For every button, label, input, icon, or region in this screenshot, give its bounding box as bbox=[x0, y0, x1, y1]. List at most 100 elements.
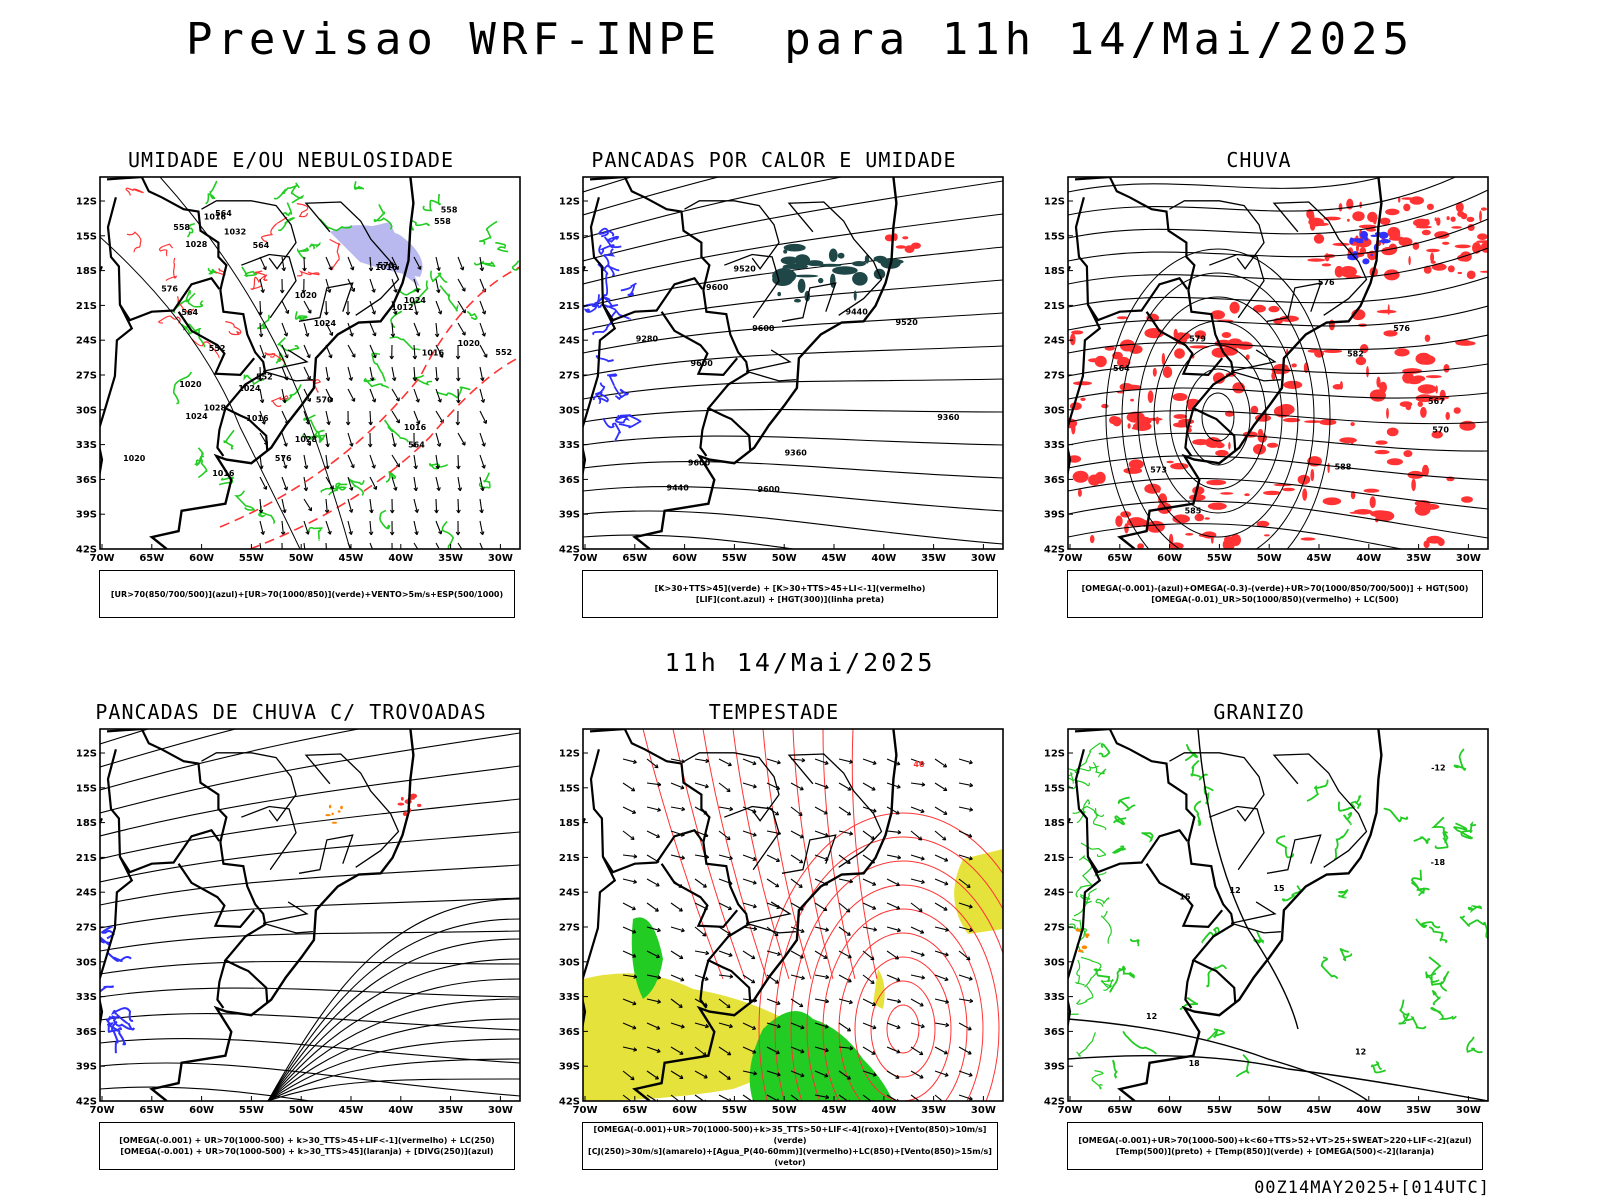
streamline-850 bbox=[790, 860, 1003, 1101]
wind-vector bbox=[633, 974, 638, 979]
temp-850-contour bbox=[1459, 915, 1486, 927]
wind-vector bbox=[790, 806, 803, 816]
thickness-contour bbox=[296, 270, 320, 277]
wind-vector bbox=[631, 906, 636, 911]
streamline bbox=[267, 938, 520, 1101]
lat-tick-label: 15S bbox=[76, 231, 97, 242]
wind-vector bbox=[646, 1046, 661, 1053]
wind-vector bbox=[862, 830, 875, 840]
wind-vector bbox=[825, 1094, 830, 1100]
wind-vector bbox=[753, 1071, 758, 1076]
wind-vector bbox=[259, 278, 264, 293]
lon-tick-label: 45W bbox=[1307, 1105, 1332, 1116]
wind-vector bbox=[848, 999, 853, 1005]
lon-tick-label: 40W bbox=[871, 553, 896, 564]
wind-vector bbox=[369, 509, 374, 514]
wind-vector bbox=[307, 441, 312, 446]
convection-area bbox=[864, 255, 870, 264]
lat-tick-label: 36S bbox=[76, 475, 97, 486]
rain-area bbox=[1230, 534, 1241, 546]
lon-tick-label: 50W bbox=[1257, 1105, 1282, 1116]
country-border bbox=[106, 729, 269, 1003]
country-border bbox=[177, 863, 256, 929]
wind-vector bbox=[718, 1022, 733, 1028]
wind-vector bbox=[910, 878, 925, 884]
wind-vector bbox=[456, 377, 461, 382]
wind-vector bbox=[814, 782, 829, 789]
country-border bbox=[660, 311, 739, 377]
wind-vector bbox=[958, 782, 973, 787]
wind-vector bbox=[886, 974, 901, 982]
wind-vector bbox=[657, 975, 662, 980]
streamline bbox=[100, 1086, 314, 1101]
wind-vector bbox=[814, 1046, 829, 1052]
wind-vector bbox=[921, 879, 925, 885]
wind-vector bbox=[801, 975, 805, 981]
wind-vector bbox=[646, 830, 660, 838]
streamline bbox=[1068, 523, 1404, 549]
wind-vector bbox=[825, 998, 830, 1004]
rain-area bbox=[1426, 203, 1434, 210]
state-border bbox=[724, 253, 780, 319]
lon-tick-label: 65W bbox=[139, 553, 164, 564]
wind-vector bbox=[413, 520, 418, 535]
streamline bbox=[100, 1037, 520, 1064]
divergence-contour bbox=[100, 935, 112, 946]
temp-850-contour bbox=[1141, 832, 1154, 843]
temp-850-contour bbox=[1206, 1028, 1225, 1041]
wind-vector bbox=[303, 300, 312, 314]
wind-vector bbox=[646, 1070, 659, 1080]
wind-vector bbox=[435, 498, 438, 514]
wind-vector bbox=[633, 759, 637, 765]
state-border bbox=[1209, 805, 1265, 871]
lat-tick-label: 15S bbox=[76, 783, 97, 794]
thunderstorm-area bbox=[402, 811, 408, 816]
rain-area bbox=[1080, 397, 1086, 401]
rain-area bbox=[1413, 218, 1430, 227]
lon-tick-label: 50W bbox=[289, 1105, 314, 1116]
rain-area bbox=[1181, 518, 1184, 521]
wind-vector bbox=[457, 498, 460, 514]
wind-vector bbox=[944, 1072, 949, 1077]
state-border bbox=[263, 349, 313, 382]
wind-vector bbox=[646, 1022, 661, 1030]
wind-vector bbox=[630, 836, 635, 841]
wind-vector bbox=[457, 278, 466, 292]
wind-vector bbox=[934, 782, 948, 791]
rain-omega-area bbox=[1370, 253, 1374, 257]
convection-area-red bbox=[895, 245, 907, 249]
state-border bbox=[1169, 752, 1265, 822]
wind-vector bbox=[766, 758, 781, 764]
rain-area bbox=[1334, 265, 1344, 278]
temp-850-contour bbox=[1467, 905, 1482, 913]
lon-tick-label: 35W bbox=[1406, 1105, 1431, 1116]
wind-vector bbox=[838, 950, 852, 959]
rain-area bbox=[1072, 470, 1089, 483]
contour-label: 573 bbox=[1150, 466, 1167, 475]
temp-850-contour bbox=[1184, 743, 1199, 762]
wind-vector bbox=[681, 855, 685, 860]
wind-vector bbox=[396, 463, 400, 468]
lon-tick-label: 35W bbox=[438, 1105, 463, 1116]
wind-vector bbox=[455, 531, 461, 536]
wind-vector bbox=[325, 322, 333, 336]
wind-vector bbox=[259, 399, 265, 404]
wind-vector bbox=[798, 883, 803, 888]
wind-vector bbox=[934, 998, 949, 1003]
wind-vector bbox=[775, 811, 780, 816]
wind-vector bbox=[622, 806, 636, 814]
wind-vector bbox=[790, 1022, 805, 1029]
streamline-850 bbox=[854, 956, 952, 1101]
rain-area bbox=[1132, 421, 1152, 431]
lat-tick-label: 24S bbox=[559, 336, 580, 347]
lon-tick-label: 35W bbox=[921, 1105, 946, 1116]
rain-area bbox=[1101, 403, 1109, 409]
rain-area bbox=[1161, 352, 1166, 366]
wind-vector bbox=[325, 520, 331, 535]
wind-vector bbox=[259, 366, 262, 382]
lat-tick-label: 33S bbox=[76, 440, 97, 451]
wind-vector bbox=[369, 542, 374, 549]
wind-vector bbox=[351, 397, 356, 402]
rain-area bbox=[1366, 366, 1369, 378]
wind-vector bbox=[849, 759, 853, 764]
